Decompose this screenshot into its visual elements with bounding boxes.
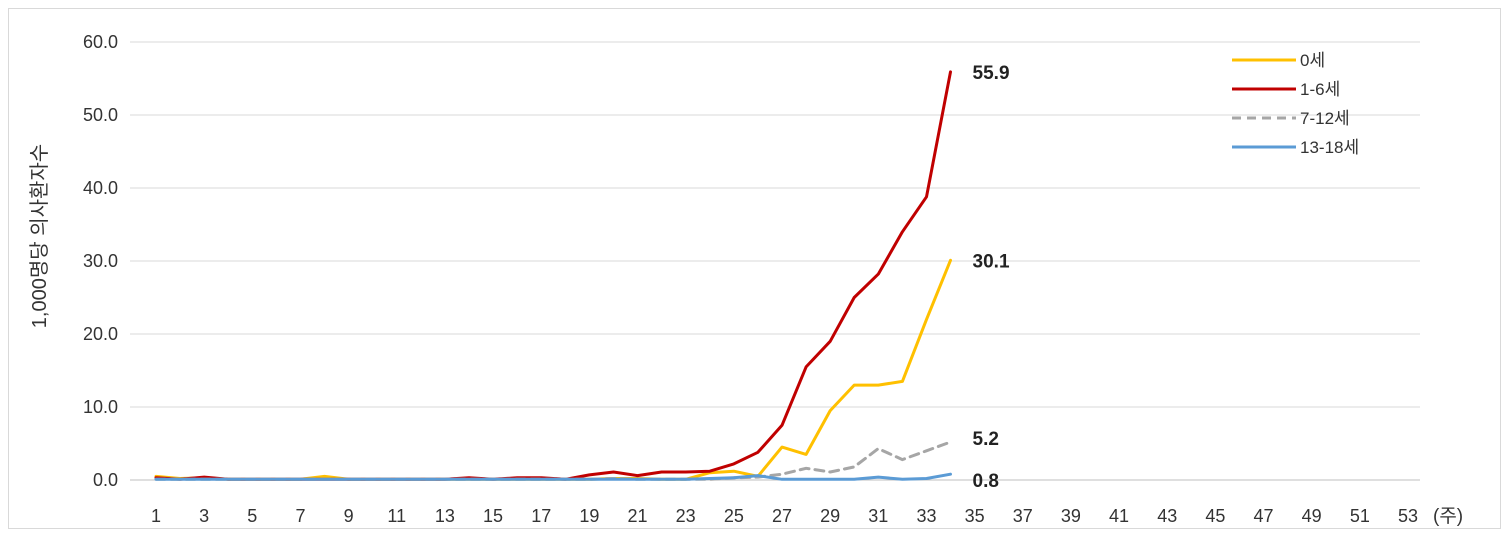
x-tick-label: 21 [628,506,648,526]
chart-frame [8,8,1501,529]
x-tick-label: 47 [1254,506,1274,526]
x-tick-label: 9 [344,506,354,526]
legend: 0세 1-6세 7-12세 13-18세 [1232,51,1359,157]
legend-label: 1-6세 [1300,80,1340,99]
series-line-2 [154,70,952,481]
x-tick-label: 17 [531,506,551,526]
x-tick-label: 51 [1350,506,1370,526]
y-tick-label: 30.0 [83,251,118,271]
end-labels: 30.1 55.9 5.2 0.8 [973,63,1010,492]
x-tick-label: 5 [247,506,257,526]
x-tick-label: 31 [868,506,888,526]
x-tick-label: 49 [1302,506,1322,526]
series-end-label: 5.2 [973,429,999,450]
x-tick-label: 23 [676,506,696,526]
x-tick-label: 39 [1061,506,1081,526]
y-tick-label: 60.0 [83,32,118,52]
grid-lines [130,41,1420,481]
x-tick-label: 15 [483,506,503,526]
x-tick-label: 1 [151,506,161,526]
y-tick-label: 0.0 [93,470,118,490]
y-tick-label: 40.0 [83,178,118,198]
x-tick-label: 45 [1205,506,1225,526]
series-end-label: 55.9 [973,63,1010,84]
x-tick-label: 27 [772,506,792,526]
x-tick-label: 37 [1013,506,1033,526]
series-line-1 [154,258,952,481]
series-line-4 [154,472,952,481]
series-lines [154,70,952,481]
x-tick-label: 43 [1157,506,1177,526]
y-tick-label: 10.0 [83,397,118,417]
x-tick-label: 7 [295,506,305,526]
x-axis-ticks: 1 3 5 7 9 11 13 15 17 19 21 23 25 27 29 31 33 35 37 39 41 43 4… [151,506,1418,526]
x-tick-label: 33 [916,506,936,526]
x-tick-label: 19 [579,506,599,526]
x-tick-label: 3 [199,506,209,526]
x-axis-unit: (주) [1433,506,1463,527]
x-tick-label: 35 [965,506,985,526]
series-end-label: 0.8 [973,471,999,492]
x-tick-label: 41 [1109,506,1129,526]
y-tick-label: 20.0 [83,324,118,344]
y-tick-label: 50.0 [83,105,118,125]
x-tick-label: 13 [435,506,455,526]
legend-label: 13-18세 [1300,138,1359,157]
series-line-3 [154,440,952,481]
y-axis-ticks: 0.0 10.0 20.0 30.0 40.0 50.0 60.0 [83,32,118,490]
x-tick-label: 25 [724,506,744,526]
x-tick-label: 11 [387,506,406,526]
legend-label: 7-12세 [1300,109,1350,128]
legend-label: 0세 [1300,51,1325,70]
x-tick-label: 53 [1398,506,1418,526]
y-axis-label: 1,000명당 의사환자수 [28,144,51,328]
series-end-label: 30.1 [973,251,1010,272]
x-tick-label: 29 [820,506,840,526]
